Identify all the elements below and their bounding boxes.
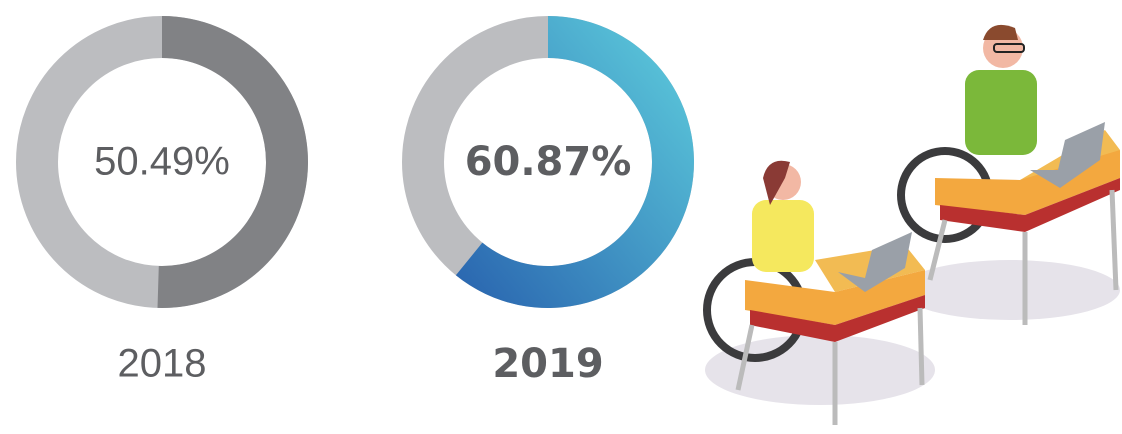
torso bbox=[752, 200, 814, 272]
year-label: 2018 bbox=[118, 342, 207, 386]
leg bbox=[927, 219, 948, 281]
leg bbox=[917, 307, 925, 386]
illustration bbox=[703, 24, 1120, 425]
floor-shadow bbox=[900, 260, 1120, 320]
desk-front bbox=[745, 270, 925, 325]
glasses bbox=[993, 43, 1025, 53]
leg bbox=[735, 324, 755, 391]
desk-drawer bbox=[940, 178, 1120, 232]
center-label: 50.49% bbox=[94, 140, 230, 184]
donut-arc bbox=[455, 16, 694, 308]
year-label: 2019 bbox=[492, 341, 603, 387]
hair bbox=[983, 24, 1018, 40]
hair bbox=[763, 160, 790, 205]
laptop bbox=[838, 232, 912, 292]
center-label: 60.87% bbox=[465, 139, 632, 185]
leg bbox=[1109, 189, 1119, 291]
donut-arc bbox=[157, 16, 309, 308]
torso bbox=[965, 70, 1037, 155]
desk-drawer bbox=[750, 295, 925, 342]
laptop bbox=[1030, 122, 1105, 188]
floor-shadow bbox=[705, 335, 935, 405]
